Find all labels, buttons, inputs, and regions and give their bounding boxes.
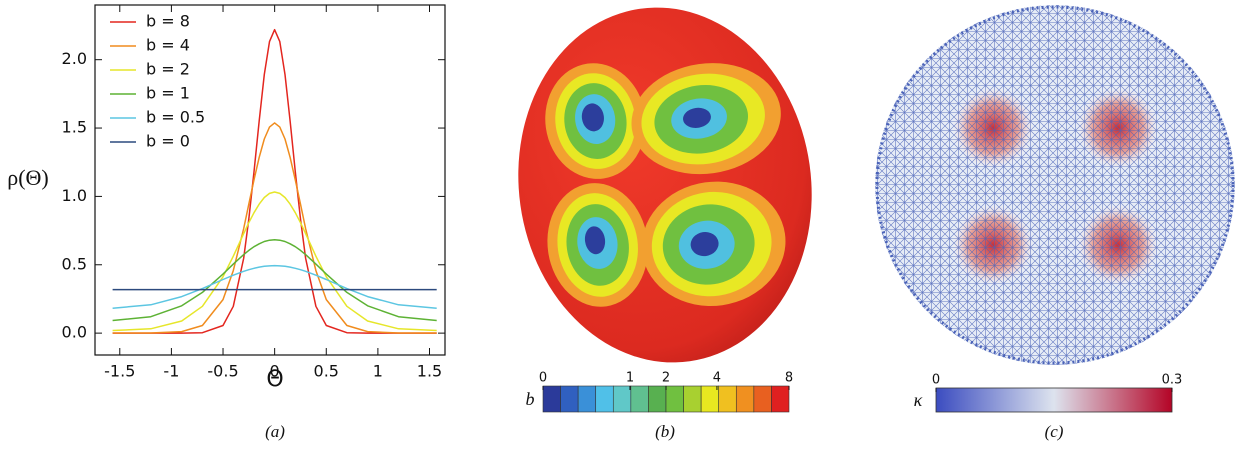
colorbar — [936, 388, 1172, 412]
colorbar-label: b — [526, 389, 535, 409]
caption: (b) — [655, 422, 675, 441]
x-tick-label: -0.5 — [207, 362, 238, 381]
line — [113, 240, 437, 321]
colorbar-cell — [543, 386, 561, 412]
x-tick-label: 0 — [270, 362, 280, 381]
colorbar-cell — [648, 386, 666, 412]
colorbar-tick-label: 0.3 — [1162, 373, 1183, 388]
colorbar-tick-label: 0 — [932, 373, 940, 388]
colorbar-tick-label: 2 — [662, 371, 670, 386]
caption: (a) — [265, 422, 285, 441]
legend-label: b = 8 — [146, 12, 190, 31]
caption: (c) — [1045, 422, 1064, 441]
colorbar-cell — [631, 386, 649, 412]
y-tick-label: 1.0 — [62, 186, 87, 205]
colorbar-cell — [754, 386, 772, 412]
line — [113, 266, 437, 309]
colorbar-cell — [578, 386, 596, 412]
mesh-disk — [875, 5, 1235, 365]
colorbar-tick-label: 0 — [539, 371, 547, 386]
colorbar-cell — [684, 386, 702, 412]
colorbar-cell — [613, 386, 631, 412]
y-tick-label: 2.0 — [62, 49, 87, 68]
colorbar-tick-label: 1 — [626, 371, 634, 386]
colorbar-cell — [596, 386, 614, 412]
legend-label: b = 0.5 — [146, 108, 205, 127]
colorbar-tick-label: 8 — [785, 371, 793, 386]
figure: ρ(Θ) Θ (a) (b) (c) -1.5-1-0.500.511.50.0… — [0, 0, 1247, 448]
y-tick-label: 0.5 — [62, 254, 87, 273]
colorbar-cell — [736, 386, 754, 412]
legend-label: b = 2 — [146, 60, 190, 79]
colorbar-cell — [701, 386, 719, 412]
colorbar-cell — [771, 386, 789, 412]
y-axis-label: ρ(Θ) — [7, 165, 49, 190]
colorbar-label: κ — [914, 390, 923, 410]
x-tick-label: 0.5 — [314, 362, 339, 381]
x-tick-label: -1.5 — [104, 362, 135, 381]
x-tick-label: 1 — [373, 362, 383, 381]
legend-label: b = 1 — [146, 84, 190, 103]
legend-label: b = 0 — [146, 132, 190, 151]
colorbar-cell — [561, 386, 579, 412]
y-tick-label: 1.5 — [62, 118, 87, 137]
y-tick-label: 0.0 — [62, 323, 87, 342]
x-tick-label: -1 — [163, 362, 179, 381]
line — [113, 192, 437, 331]
x-tick-label: 1.5 — [417, 362, 442, 381]
colorbar-cell — [719, 386, 737, 412]
ellipsoid — [496, 0, 835, 382]
colorbar-cell — [666, 386, 684, 412]
colorbar-tick-label: 4 — [713, 371, 721, 386]
legend-label: b = 4 — [146, 36, 190, 55]
